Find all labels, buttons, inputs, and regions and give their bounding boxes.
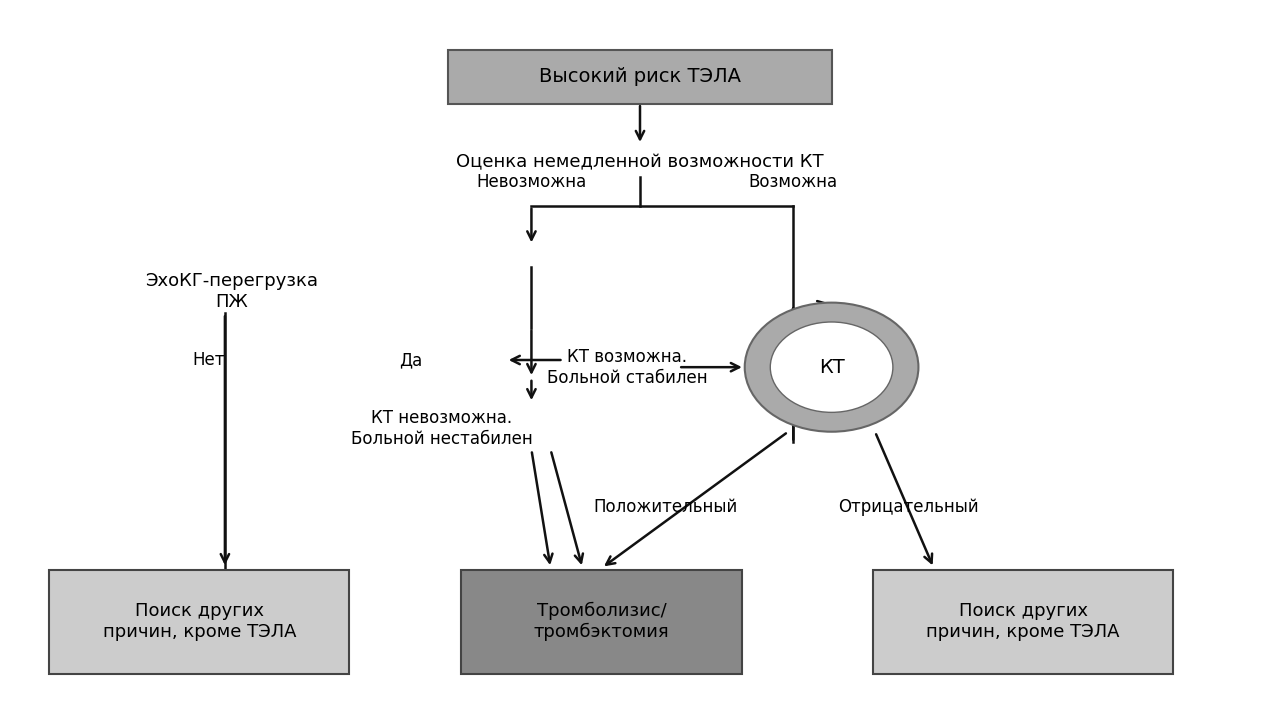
Ellipse shape <box>771 322 893 413</box>
Text: Да: Да <box>399 351 422 369</box>
Text: Отрицательный: Отрицательный <box>838 498 978 516</box>
Text: КТ возможна.
Больной стабилен: КТ возможна. Больной стабилен <box>547 348 708 387</box>
Text: Возможна: Возможна <box>749 174 838 192</box>
Text: Невозможна: Невозможна <box>476 174 586 192</box>
Text: Поиск других
причин, кроме ТЭЛА: Поиск других причин, кроме ТЭЛА <box>927 603 1120 642</box>
Text: Тромболизис/
тромбэктомия: Тромболизис/ тромбэктомия <box>534 602 669 642</box>
Text: Поиск других
причин, кроме ТЭЛА: Поиск других причин, кроме ТЭЛА <box>102 603 296 642</box>
FancyBboxPatch shape <box>448 50 832 104</box>
Text: Положительный: Положительный <box>594 498 737 516</box>
FancyBboxPatch shape <box>50 570 349 674</box>
Text: КТ: КТ <box>819 358 845 377</box>
Text: Нет: Нет <box>192 351 225 369</box>
Text: ЭхоКГ-перегрузка
ПЖ: ЭхоКГ-перегрузка ПЖ <box>145 272 317 311</box>
Text: КТ невозможна.
Больной нестабилен: КТ невозможна. Больной нестабилен <box>351 409 532 448</box>
FancyBboxPatch shape <box>461 570 742 674</box>
FancyBboxPatch shape <box>873 570 1174 674</box>
Text: Высокий риск ТЭЛА: Высокий риск ТЭЛА <box>539 67 741 86</box>
Ellipse shape <box>745 302 919 432</box>
Text: Оценка немедленной возможности КТ: Оценка немедленной возможности КТ <box>456 154 824 172</box>
